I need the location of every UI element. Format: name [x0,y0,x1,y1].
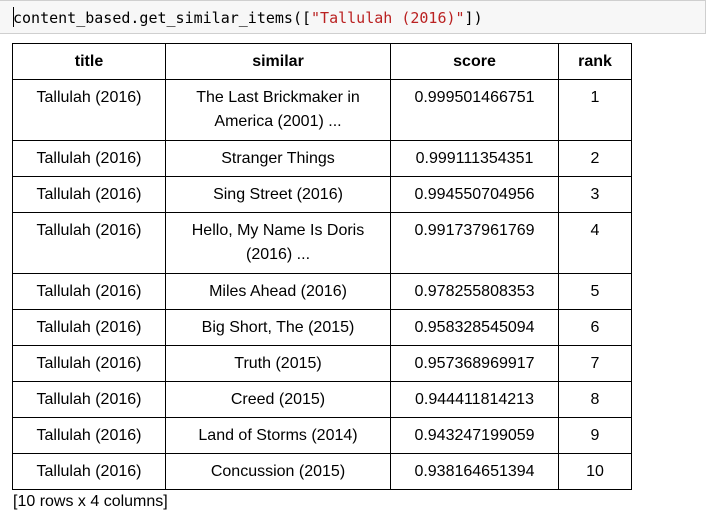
cell-rank: 5 [558,273,632,310]
table-row: Tallulah (2016) Concussion (2015) 0.9381… [12,453,632,490]
table-header-row: title similar score rank [12,43,632,80]
cell-similar-line: The Last Brickmaker in [196,89,360,106]
cell-title: Tallulah (2016) [12,381,166,418]
column-header-title: title [12,43,166,80]
cell-similar-line: Hello, My Name Is Doris [191,222,365,239]
code-prefix: content_based.get_similar_items([ [13,9,312,27]
cell-title: Tallulah (2016) [12,140,166,177]
cell-score: 0.999111354351 [390,140,559,177]
cell-similar-line: (2016) ... [245,246,311,263]
table-row: Tallulah (2016) Truth (2015) 0.957368969… [12,345,632,382]
table-row: Tallulah (2016) Creed (2015) 0.944411814… [12,381,632,418]
cell-similar: Concussion (2015) [165,453,391,490]
cell-score: 0.957368969917 [390,345,559,382]
code-input-cell[interactable]: content_based.get_similar_items(["Tallul… [0,0,706,34]
cell-similar: Big Short, The (2015) [165,309,391,346]
table-row: Tallulah (2016) Land of Storms (2014) 0.… [12,417,632,454]
code-string-argument: "Tallulah (2016)" [311,9,465,27]
cell-similar: Hello, My Name Is Doris (2016) ... [165,212,391,274]
text-cursor [13,7,14,27]
cell-similar: Stranger Things [165,140,391,177]
cell-title: Tallulah (2016) [12,176,166,213]
cell-rank: 9 [558,417,632,454]
table-row: Tallulah (2016) The Last Brickmaker in Am… [12,79,632,141]
cell-title: Tallulah (2016) [12,453,166,490]
column-header-rank: rank [558,43,632,80]
cell-score: 0.938164651394 [390,453,559,490]
cell-title: Tallulah (2016) [12,417,166,454]
cell-title: Tallulah (2016) [12,79,166,141]
cell-similar: Creed (2015) [165,381,391,418]
results-table: title similar score rank Tallulah (2016)… [12,43,632,490]
cell-score: 0.978255808353 [390,273,559,310]
cell-score: 0.999501466751 [390,79,559,141]
column-header-score: score [390,43,559,80]
code-suffix: ]) [464,9,483,27]
cell-rank: 1 [558,79,632,141]
cell-title: Tallulah (2016) [12,309,166,346]
table-row: Tallulah (2016) Big Short, The (2015) 0.… [12,309,632,346]
cell-similar: The Last Brickmaker in America (2001) ... [165,79,391,141]
table-row: Tallulah (2016) Hello, My Name Is Doris (… [12,212,632,274]
cell-score: 0.991737961769 [390,212,559,274]
cell-score: 0.943247199059 [390,417,559,454]
cell-rank: 3 [558,176,632,213]
cell-title: Tallulah (2016) [12,345,166,382]
cell-title: Tallulah (2016) [12,273,166,310]
table-row: Tallulah (2016) Miles Ahead (2016) 0.978… [12,273,632,310]
cell-score: 0.958328545094 [390,309,559,346]
table-row: Tallulah (2016) Sing Street (2016) 0.994… [12,176,632,213]
cell-rank: 10 [558,453,632,490]
cell-rank: 2 [558,140,632,177]
cell-score: 0.944411814213 [390,381,559,418]
cell-similar: Miles Ahead (2016) [165,273,391,310]
cell-similar: Land of Storms (2014) [165,417,391,454]
table-dimensions-footer: [10 rows x 4 columns] [13,493,168,510]
cell-rank: 6 [558,309,632,346]
cell-rank: 4 [558,212,632,274]
cell-similar: Truth (2015) [165,345,391,382]
cell-rank: 7 [558,345,632,382]
table-row: Tallulah (2016) Stranger Things 0.999111… [12,140,632,177]
cell-similar: Sing Street (2016) [165,176,391,213]
cell-score: 0.994550704956 [390,176,559,213]
cell-rank: 8 [558,381,632,418]
cell-similar-line: America (2001) ... [214,113,342,130]
cell-title: Tallulah (2016) [12,212,166,274]
column-header-similar: similar [165,43,391,80]
